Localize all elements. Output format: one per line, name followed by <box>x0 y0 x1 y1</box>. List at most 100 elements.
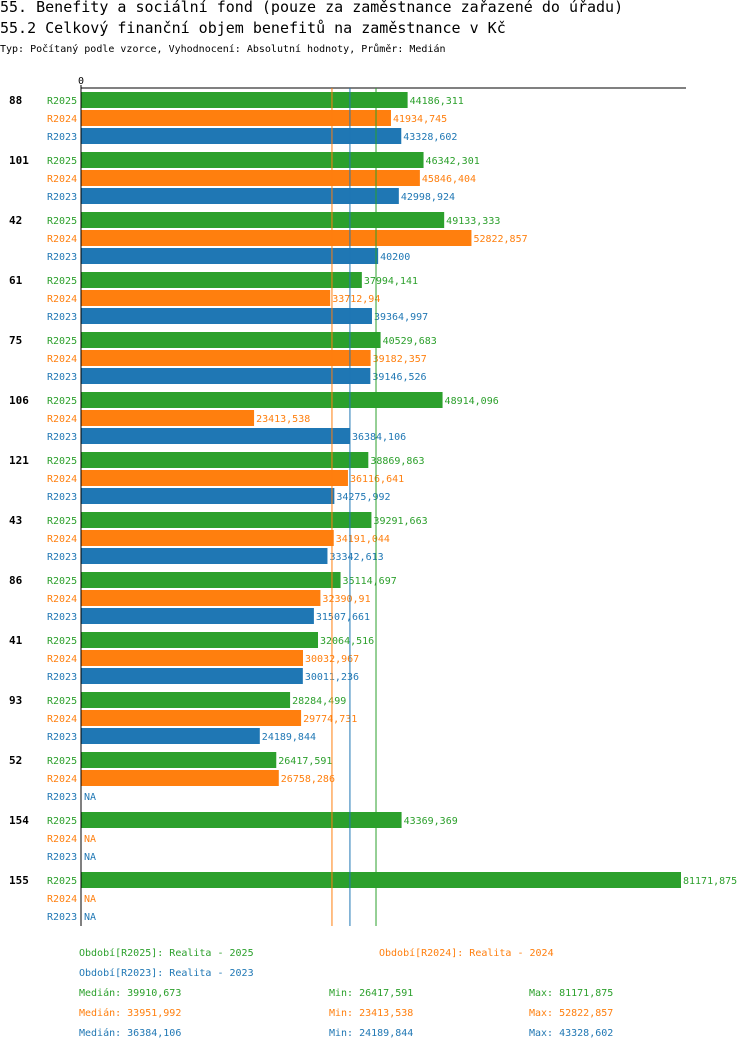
series-label: R2024 <box>47 534 77 545</box>
series-label: R2024 <box>47 894 77 905</box>
series-label: R2023 <box>47 732 77 743</box>
bar <box>81 668 303 684</box>
category-label: 154 <box>9 814 29 827</box>
bar <box>81 170 420 186</box>
bar-value-label: 39291,663 <box>373 516 427 527</box>
bar-value-label: 31507,661 <box>316 612 370 623</box>
bar-value-label: 49133,333 <box>446 216 500 227</box>
bar <box>81 530 334 546</box>
bar-value-label: NA <box>84 834 96 845</box>
bar <box>81 332 381 348</box>
series-label: R2023 <box>47 192 77 203</box>
stat-max-r2025: Max: 81171,875 <box>529 988 614 999</box>
series-label: R2024 <box>47 774 77 785</box>
bar-value-label: 36384,106 <box>352 432 406 443</box>
series-label: R2024 <box>47 414 77 425</box>
series-label: R2024 <box>47 234 77 245</box>
series-label: R2023 <box>47 852 77 863</box>
series-label: R2023 <box>47 612 77 623</box>
bar <box>81 350 371 366</box>
stat-median-r2024: Medián: 33951,992 <box>79 1008 182 1019</box>
bar <box>81 152 424 168</box>
category-label: 75 <box>9 334 22 347</box>
bar-value-label: 39364,997 <box>374 312 428 323</box>
bar-value-label: 26758,286 <box>281 774 335 785</box>
bar-value-label: 36116,641 <box>350 474 404 485</box>
bar <box>81 608 314 624</box>
bar <box>81 728 260 744</box>
bar <box>81 410 255 426</box>
series-label: R2023 <box>47 912 77 923</box>
bar-value-label: 24189,844 <box>262 732 316 743</box>
series-label: R2025 <box>47 636 77 647</box>
bar <box>81 572 341 588</box>
bar-value-label: 28284,499 <box>292 696 346 707</box>
bar-value-label: 40529,683 <box>383 336 437 347</box>
series-label: R2025 <box>47 456 77 467</box>
series-label: R2024 <box>47 654 77 665</box>
category-label: 88 <box>9 94 22 107</box>
bar-value-label: 46342,301 <box>426 156 480 167</box>
chart-title: 55. Benefity a sociální fond (pouze za z… <box>0 0 624 16</box>
category-label: 155 <box>9 874 29 887</box>
category-label: 93 <box>9 694 22 707</box>
bar-value-label: 44186,311 <box>410 96 464 107</box>
series-label: R2023 <box>47 252 77 263</box>
bar-value-label: 38869,863 <box>370 456 424 467</box>
series-label: R2025 <box>47 336 77 347</box>
category-label: 86 <box>9 574 23 587</box>
bar-value-label: 43369,369 <box>404 816 458 827</box>
series-label: R2024 <box>47 594 77 605</box>
category-label: 106 <box>9 394 29 407</box>
bar <box>81 548 328 564</box>
stat-median-r2025: Medián: 39910,673 <box>79 988 182 999</box>
series-label: R2025 <box>47 96 77 107</box>
bar-value-label: 48914,096 <box>445 396 499 407</box>
series-label: R2024 <box>47 714 77 725</box>
bar <box>81 128 402 144</box>
chart-subtitle: 55.2 Celkový finanční objem benefitů na … <box>0 19 506 37</box>
legend-r2024: Období[R2024]: Realita - 2024 <box>379 948 554 959</box>
bar <box>81 248 379 264</box>
bar <box>81 308 372 324</box>
category-label: 101 <box>9 154 29 167</box>
bar <box>81 188 399 204</box>
series-label: R2024 <box>47 834 77 845</box>
bar <box>81 770 279 786</box>
category-label: 61 <box>9 274 23 287</box>
bar-value-label: 34191,044 <box>336 534 390 545</box>
bar-value-label: 33712,94 <box>332 294 380 305</box>
bar <box>81 230 472 246</box>
bar <box>81 290 331 306</box>
bar-value-label: 40200 <box>380 252 410 263</box>
category-label: 43 <box>9 514 22 527</box>
stat-min-r2025: Min: 26417,591 <box>329 988 414 999</box>
legend-r2023: Období[R2023]: Realita - 2023 <box>79 968 254 979</box>
series-label: R2023 <box>47 312 77 323</box>
category-label: 41 <box>9 634 23 647</box>
series-label: R2023 <box>47 552 77 563</box>
stat-median-r2023: Medián: 36384,106 <box>79 1028 182 1039</box>
bar <box>81 752 277 768</box>
bar <box>81 650 303 666</box>
bar <box>81 452 369 468</box>
series-label: R2025 <box>47 816 77 827</box>
category-label: 121 <box>9 454 29 467</box>
category-label: 52 <box>9 754 22 767</box>
bar <box>81 872 681 888</box>
bar-value-label: 34275,992 <box>336 492 390 503</box>
series-label: R2025 <box>47 216 77 227</box>
series-label: R2025 <box>47 276 77 287</box>
chart-type-info: Typ: Počítaný podle vzorce, Vyhodnocení:… <box>0 44 446 55</box>
bar-value-label: 23413,538 <box>256 414 310 425</box>
bar <box>81 92 408 108</box>
bar-value-label: 32064,516 <box>320 636 374 647</box>
series-label: R2025 <box>47 576 77 587</box>
bar <box>81 212 445 228</box>
bar <box>81 590 321 606</box>
bar-value-label: 39182,357 <box>373 354 427 365</box>
series-label: R2024 <box>47 294 77 305</box>
bar-value-label: 52822,857 <box>473 234 527 245</box>
bar <box>81 110 391 126</box>
